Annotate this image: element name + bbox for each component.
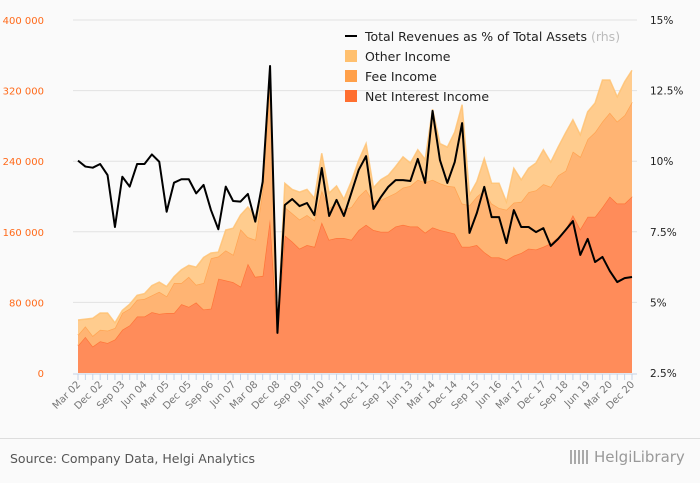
legend-item-fee-income[interactable]: Fee Income	[345, 66, 620, 86]
stacked-areas	[77, 69, 633, 373]
right-y-axis: 2.5% 5% 7.5% 10% 12.5% 15%	[650, 15, 683, 380]
y-right-tick-label: 12.5%	[650, 86, 683, 98]
y-right-tick-label: 5%	[650, 297, 667, 309]
legend-item-other-income[interactable]: Other Income	[345, 46, 620, 66]
footer-divider	[0, 438, 700, 439]
y-left-tick-label: 80 000	[9, 298, 44, 309]
y-right-tick-label: 10%	[650, 156, 673, 168]
legend-line-icon	[345, 35, 357, 37]
y-left-tick-label: 320 000	[3, 87, 44, 98]
area-fee-income	[78, 81, 632, 347]
y-left-tick-label: 0	[38, 369, 44, 380]
y-right-tick-label: 7.5%	[650, 227, 677, 239]
left-y-axis: 0 80 000 160 000 240 000 320 000 400 000	[3, 16, 44, 380]
chart: 0 80 000 160 000 240 000 320 000 400 000 2.5%…	[3, 15, 684, 412]
logo-icon	[570, 450, 590, 464]
legend: Total Revenues as % of Total Assets (rhs)…	[345, 26, 620, 106]
legend-item-ratio[interactable]: Total Revenues as % of Total Assets (rhs)	[345, 26, 620, 46]
area-net-interest-income	[78, 196, 632, 373]
y-left-tick-label: 400 000	[3, 16, 44, 27]
ratio-line	[77, 65, 633, 334]
helgi-library-logo[interactable]: HelgiLibrary	[570, 448, 685, 466]
source-note: Source: Company Data, Helgi Analytics	[10, 451, 256, 466]
legend-swatch-icon	[345, 90, 357, 102]
y-right-tick-label: 2.5%	[650, 368, 677, 380]
y-left-tick-label: 160 000	[3, 228, 44, 239]
y-right-tick-label: 15%	[650, 15, 673, 27]
legend-swatch-icon	[345, 70, 357, 82]
y-left-tick-label: 240 000	[3, 157, 44, 168]
area-edge-other-income	[77, 69, 633, 330]
legend-item-net-interest-income[interactable]: Net Interest Income	[345, 86, 620, 106]
legend-swatch-icon	[345, 50, 357, 62]
ratio-line-layer	[77, 65, 633, 334]
